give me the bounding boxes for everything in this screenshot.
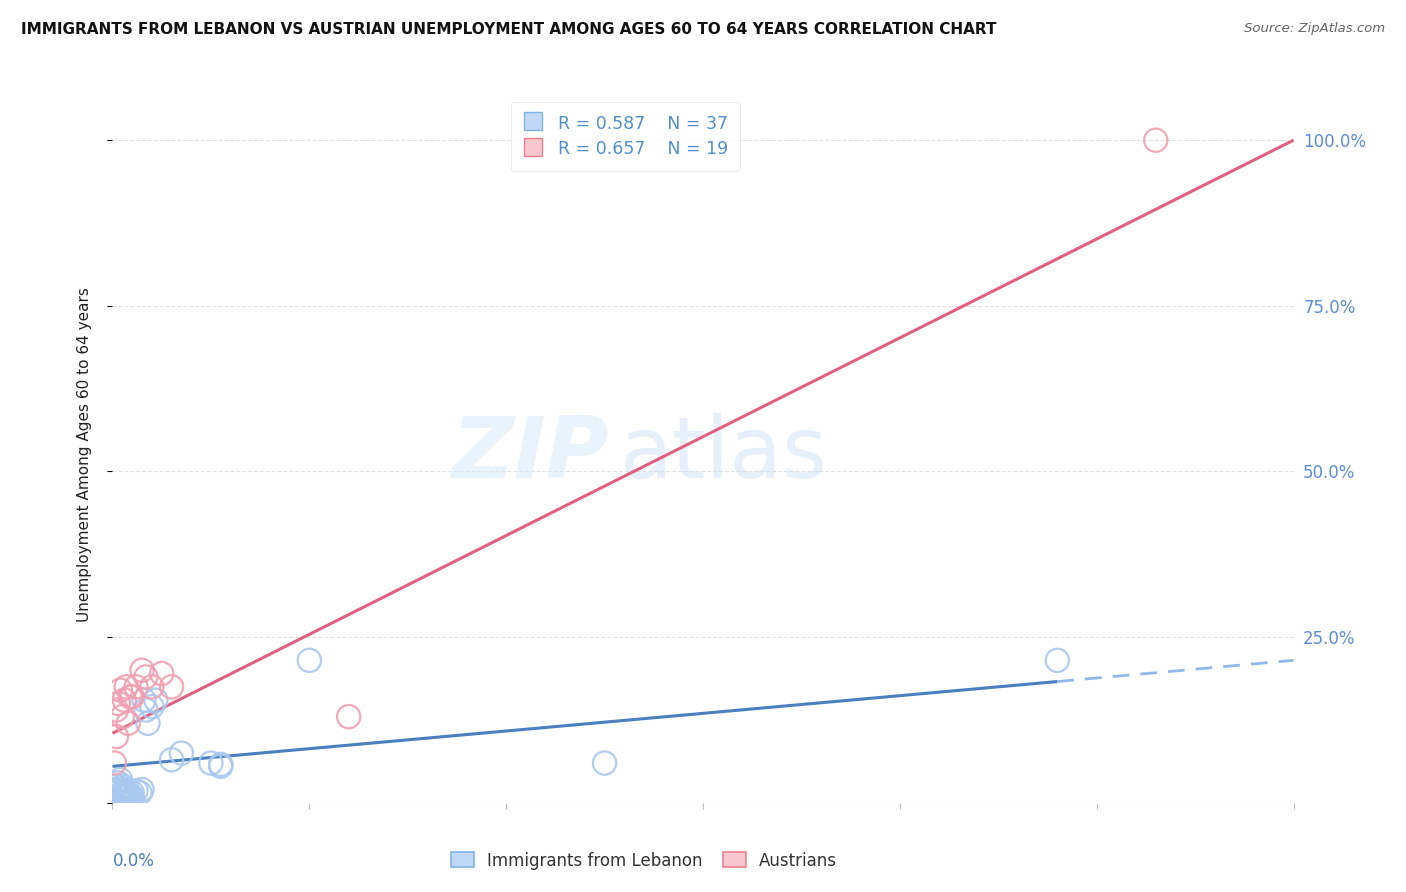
Point: [337, 709, 360, 723]
Point: [136, 716, 159, 731]
Point: [110, 772, 132, 787]
Point: [209, 757, 232, 772]
Point: [111, 779, 134, 793]
Point: [111, 790, 134, 805]
Point: [105, 703, 128, 717]
Point: [107, 776, 129, 790]
Point: [105, 730, 128, 744]
Point: [115, 680, 138, 694]
Point: [132, 693, 155, 707]
Point: [112, 782, 135, 797]
Point: [111, 786, 134, 800]
Point: [115, 790, 138, 805]
Point: [135, 703, 157, 717]
Point: [145, 693, 167, 707]
Point: [107, 697, 129, 711]
Point: [200, 756, 222, 770]
Point: [117, 716, 139, 731]
Point: [112, 693, 135, 707]
Point: [110, 781, 132, 796]
Point: [141, 699, 163, 714]
Text: 0.0%: 0.0%: [112, 852, 155, 870]
Text: IMMIGRANTS FROM LEBANON VS AUSTRIAN UNEMPLOYMENT AMONG AGES 60 TO 64 YEARS CORRE: IMMIGRANTS FROM LEBANON VS AUSTRIAN UNEM…: [21, 22, 997, 37]
Point: [1046, 653, 1069, 667]
Point: [160, 680, 183, 694]
Point: [129, 786, 152, 800]
Point: [103, 756, 125, 770]
Point: [112, 789, 135, 804]
Point: [111, 709, 134, 723]
Point: [150, 666, 173, 681]
Y-axis label: Unemployment Among Ages 60 to 64 years: Unemployment Among Ages 60 to 64 years: [77, 287, 91, 623]
Point: [1144, 133, 1167, 147]
Point: [110, 788, 132, 802]
Point: [298, 653, 321, 667]
Point: [121, 690, 143, 704]
Point: [160, 753, 183, 767]
Point: [121, 786, 143, 800]
Point: [131, 663, 153, 677]
Point: [125, 784, 148, 798]
Text: atlas: atlas: [620, 413, 828, 497]
Point: [103, 782, 125, 797]
Point: [135, 670, 157, 684]
Point: [125, 680, 148, 694]
Point: [120, 690, 142, 704]
Legend: Immigrants from Lebanon, Austrians: Immigrants from Lebanon, Austrians: [443, 843, 845, 878]
Point: [105, 779, 128, 793]
Point: [110, 683, 132, 698]
Point: [141, 680, 163, 694]
Point: [170, 746, 193, 760]
Point: [117, 789, 139, 804]
Point: [120, 788, 142, 802]
Point: [117, 786, 139, 800]
Point: [107, 784, 129, 798]
Point: [131, 782, 153, 797]
Point: [115, 784, 138, 798]
Text: ZIP: ZIP: [451, 413, 609, 497]
Point: [209, 759, 232, 773]
Point: [121, 790, 143, 805]
Text: Source: ZipAtlas.com: Source: ZipAtlas.com: [1244, 22, 1385, 36]
Point: [105, 786, 128, 800]
Point: [107, 789, 129, 804]
Point: [593, 756, 616, 770]
